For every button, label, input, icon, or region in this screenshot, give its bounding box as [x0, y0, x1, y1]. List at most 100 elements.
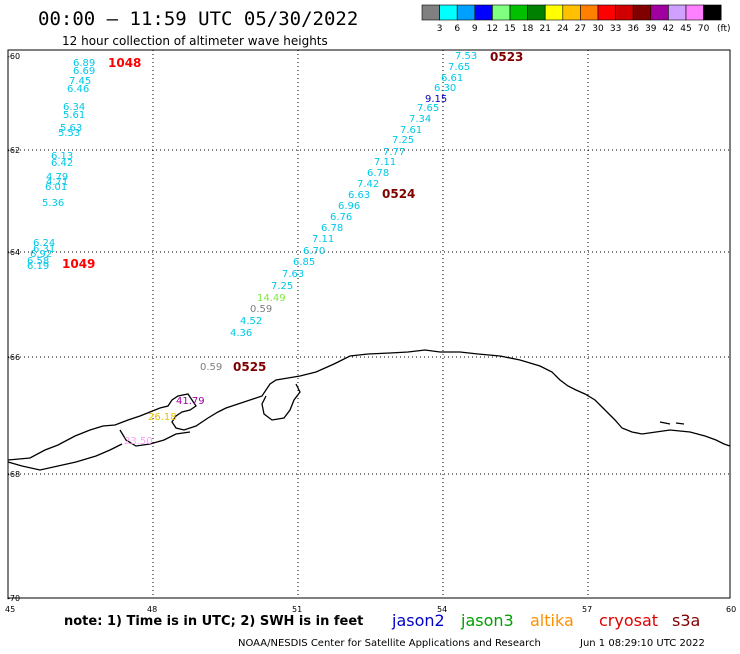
coastline-main — [7, 349, 731, 461]
wave-height-value: 6.30 — [434, 83, 456, 94]
wave-height-color-legend: 3 6 9 12 15 18 21 24 27 30 33 36 39 42 45 70 (ft) — [421, 4, 731, 34]
wave-height-value: 7.65 — [448, 62, 470, 73]
lat-tick: -66 — [7, 353, 20, 362]
wave-height-value: 7.11 — [312, 234, 334, 245]
legend-swatch — [492, 4, 511, 21]
lon-tick: 48 — [147, 605, 157, 614]
wave-height-value: 6.13 — [51, 151, 73, 162]
legend-swatch-label: 9 — [472, 24, 478, 34]
legend-swatch — [421, 4, 440, 21]
wave-height-value: 4.36 — [230, 328, 252, 339]
lat-tick: -64 — [7, 248, 20, 257]
wave-height-value: 5.53 — [58, 128, 80, 139]
wave-height-value: 6.63 — [348, 190, 370, 201]
graticule — [8, 50, 730, 598]
coastline-islands — [659, 421, 685, 425]
wave-height-value: 6.78 — [367, 168, 389, 179]
lat-tick: -62 — [7, 146, 20, 155]
wave-height-value: 6.76 — [330, 212, 352, 223]
pass-time-label: 1048 — [108, 56, 141, 70]
wave-height-value: 7.34 — [409, 114, 431, 125]
wave-height-value: 23.50 — [124, 436, 153, 447]
lon-tick: 60 — [726, 605, 736, 614]
legend-swatch-label: 21 — [539, 24, 550, 34]
satellite-name: jason2 — [391, 611, 445, 630]
wave-height-value: 5.63 — [60, 123, 82, 134]
wave-height-value: 7.11 — [374, 157, 396, 168]
legend-swatch — [632, 4, 652, 21]
wave-height-value: 9.15 — [425, 94, 447, 105]
pass-time-labels: 1048 1049 0523 0524 0525 — [62, 50, 523, 374]
wave-height-value: 14.49 — [257, 293, 286, 304]
wave-height-labels: 6.896.697.456.46 6.345.61 5.635.53 6.136.42… — [27, 51, 477, 447]
legend-swatch — [439, 4, 458, 21]
footnote: note: 1) Time is in UTC; 2) SWH is in fe… — [64, 614, 363, 629]
wave-height-value: 6.92 — [30, 249, 52, 260]
wave-height-value: 4.71 — [46, 177, 68, 188]
wave-height-value: 6.78 — [321, 223, 343, 234]
wave-height-value: 7.25 — [271, 281, 293, 292]
pass-time-label: 0523 — [490, 50, 523, 64]
legend-swatch — [685, 4, 704, 21]
legend-swatch — [562, 4, 581, 21]
wave-height-value: 7.42 — [357, 179, 379, 190]
legend-swatch — [474, 4, 493, 21]
wave-height-value: 7.61 — [400, 125, 422, 136]
legend-swatch-label: 45 — [680, 24, 691, 34]
legend-swatch — [650, 4, 669, 21]
lon-tick: 57 — [582, 605, 592, 614]
lat-tick: -60 — [7, 52, 20, 61]
legend-swatch — [597, 4, 616, 21]
legend-swatch-label: 36 — [627, 24, 639, 34]
satellite-name: jason3 — [460, 611, 514, 630]
legend-swatch — [580, 4, 599, 21]
wave-height-value: 6.31 — [33, 244, 55, 255]
coastline-inlet — [119, 429, 191, 447]
wave-height-value: 6.34 — [63, 102, 85, 113]
wave-height-value: 6.46 — [67, 84, 89, 95]
wave-height-value: 5.61 — [63, 110, 85, 121]
wave-height-value: 7.25 — [392, 135, 414, 146]
wave-height-value: 6.61 — [441, 73, 463, 84]
wave-height-value: 6.96 — [338, 201, 360, 212]
map-frame — [7, 49, 731, 599]
legend-swatch-label: 33 — [610, 24, 621, 34]
legend-swatch-label: 39 — [645, 24, 657, 34]
legend-swatch-label: 70 — [698, 24, 710, 34]
legend-unit: (ft) — [717, 24, 731, 34]
legend-swatch-label: 6 — [454, 24, 460, 34]
coastline-bay — [261, 383, 301, 421]
pass-time-label: 1049 — [62, 257, 95, 271]
legend-swatch-label: 12 — [487, 24, 498, 34]
legend-swatch — [456, 4, 476, 21]
coastline-west — [7, 443, 123, 471]
wave-height-value: 5.36 — [42, 198, 64, 209]
pass-time-label: 0525 — [233, 360, 266, 374]
legend-swatch-label: 18 — [522, 24, 534, 34]
wave-height-value: 6.58 — [27, 256, 49, 267]
legend-swatch-label: 24 — [557, 24, 569, 34]
legend-swatch-label: 15 — [504, 24, 515, 34]
lon-tick: 45 — [5, 605, 15, 614]
legend-swatch-label: 27 — [575, 24, 586, 34]
map-title: 00:00 – 11:59 UTC 05/30/2022 — [38, 8, 358, 30]
wave-height-value: 6.42 — [51, 158, 73, 169]
legend-swatch-label: 30 — [592, 24, 604, 34]
legend-swatch — [509, 4, 528, 21]
lon-tick: 54 — [437, 605, 447, 614]
wave-height-value: 7.77 — [383, 147, 405, 158]
satellite-name: s3a — [672, 611, 700, 630]
wave-height-value: 4.79 — [46, 172, 68, 183]
lat-tick: -68 — [7, 470, 20, 479]
legend-swatch — [668, 4, 687, 21]
longitude-tick-labels: 45 48 51 54 57 60 — [5, 605, 736, 614]
generation-timestamp: Jun 1 08:29:10 UTC 2022 — [579, 638, 705, 649]
wave-height-value: 7.53 — [455, 51, 477, 62]
satellite-name: cryosat — [599, 611, 658, 630]
lat-tick: -70 — [7, 594, 20, 603]
pass-time-label: 0524 — [382, 187, 415, 201]
satellite-legend: jason2 jason3 altika cryosat s3a — [391, 611, 700, 630]
latitude-tick-labels: -60 -62 -64 -66 -68 -70 — [7, 52, 20, 603]
